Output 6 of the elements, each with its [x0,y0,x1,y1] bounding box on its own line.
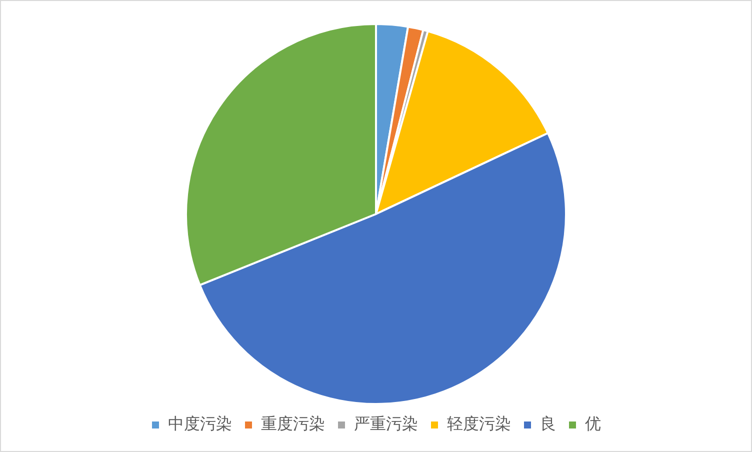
legend-label: 中度污染 [168,414,232,434]
legend-label: 严重污染 [354,414,418,434]
legend-label: 重度污染 [261,414,325,434]
legend-label: 优 [585,414,601,434]
legend-label: 轻度污染 [447,414,511,434]
legend-label: 良 [540,414,556,434]
